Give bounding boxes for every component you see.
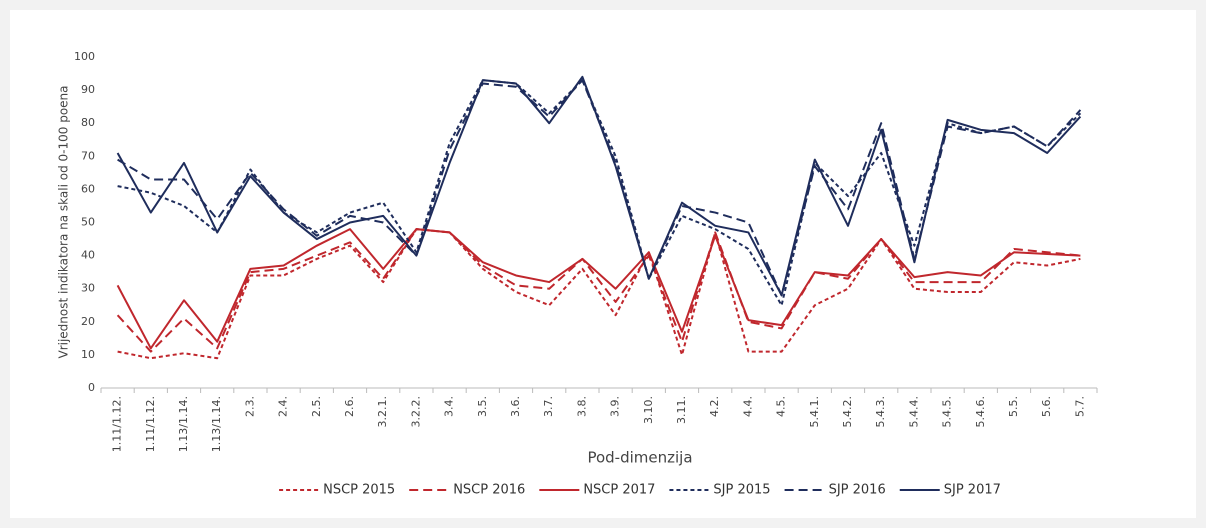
y-tick-label: 50 (81, 216, 95, 229)
y-tick-label: 40 (81, 249, 95, 262)
x-tick-label: 2.5. (310, 396, 323, 417)
x-tick-label: 3.5. (476, 396, 489, 417)
x-tick-label: 5.5. (1007, 396, 1020, 417)
y-tick-label: 30 (81, 282, 95, 295)
y-axis-title: Vrijednost indikatora na skali od 0-100 … (57, 85, 71, 358)
y-tick-label: 100 (74, 50, 95, 63)
series-line (116, 228, 1081, 350)
x-tick-label: 5.4.4. (907, 396, 920, 428)
x-tick-label: 5.4.5. (941, 396, 954, 428)
x-tick-label: 3.2.2. (409, 396, 422, 428)
x-axis-title: Pod-dimenzija (587, 449, 692, 467)
x-tick-label: 5.4.3. (874, 396, 887, 428)
x-tick-label: 1.13/1.14. (210, 396, 223, 452)
x-tick-label: 1.11/1.12. (111, 396, 124, 452)
x-tick-label: 4.4. (741, 396, 754, 417)
y-tick-label: 20 (81, 315, 95, 328)
x-tick-label: 3.11. (675, 396, 688, 424)
legend-text: NSCP 2017 (583, 483, 655, 498)
y-tick-label: 0 (88, 381, 95, 394)
legend-text: NSCP 2016 (453, 483, 525, 498)
x-tick-label: 5.4.1. (808, 396, 821, 428)
x-tick-label: 3.10. (642, 396, 655, 424)
x-tick-label: 3.9. (609, 396, 622, 417)
x-tick-label: 5.4.2. (841, 396, 854, 428)
series-line (116, 75, 1082, 297)
series-line (117, 79, 1082, 307)
y-tick-label: 60 (81, 182, 95, 195)
x-tick-label: 1.11/1.12. (144, 396, 157, 452)
x-tick-label: 2.6. (343, 396, 356, 417)
x-tick-label: 3.8. (575, 396, 588, 417)
series-line (117, 228, 1081, 360)
y-tick-label: 10 (81, 348, 95, 361)
x-tick-label: 5.6. (1040, 396, 1053, 417)
x-tick-label: 5.4.6. (974, 396, 987, 428)
x-tick-label: 3.6. (509, 396, 522, 417)
legend-text: SJP 2017 (944, 483, 1001, 498)
legend-text: NSCP 2015 (323, 483, 395, 498)
legend-text: SJP 2016 (829, 483, 886, 498)
legend-text: SJP 2015 (713, 483, 770, 498)
y-tick-label: 90 (81, 83, 95, 96)
x-tick-label: 3.2.1. (376, 396, 389, 428)
y-tick-label: 70 (81, 149, 95, 162)
y-tick-label: 80 (81, 116, 95, 129)
x-tick-label: 4.5. (775, 396, 788, 417)
series-line (116, 228, 1081, 353)
x-tick-label: 3.4. (443, 396, 456, 417)
x-tick-label: 1.13/1.14. (177, 396, 190, 452)
x-tick-label: 2.4. (277, 396, 290, 417)
x-tick-label: 4.2. (708, 396, 721, 417)
x-tick-label: 2.3. (243, 396, 256, 417)
x-tick-label: 3.7. (542, 396, 555, 417)
x-tick-label: 5.7. (1073, 396, 1086, 417)
